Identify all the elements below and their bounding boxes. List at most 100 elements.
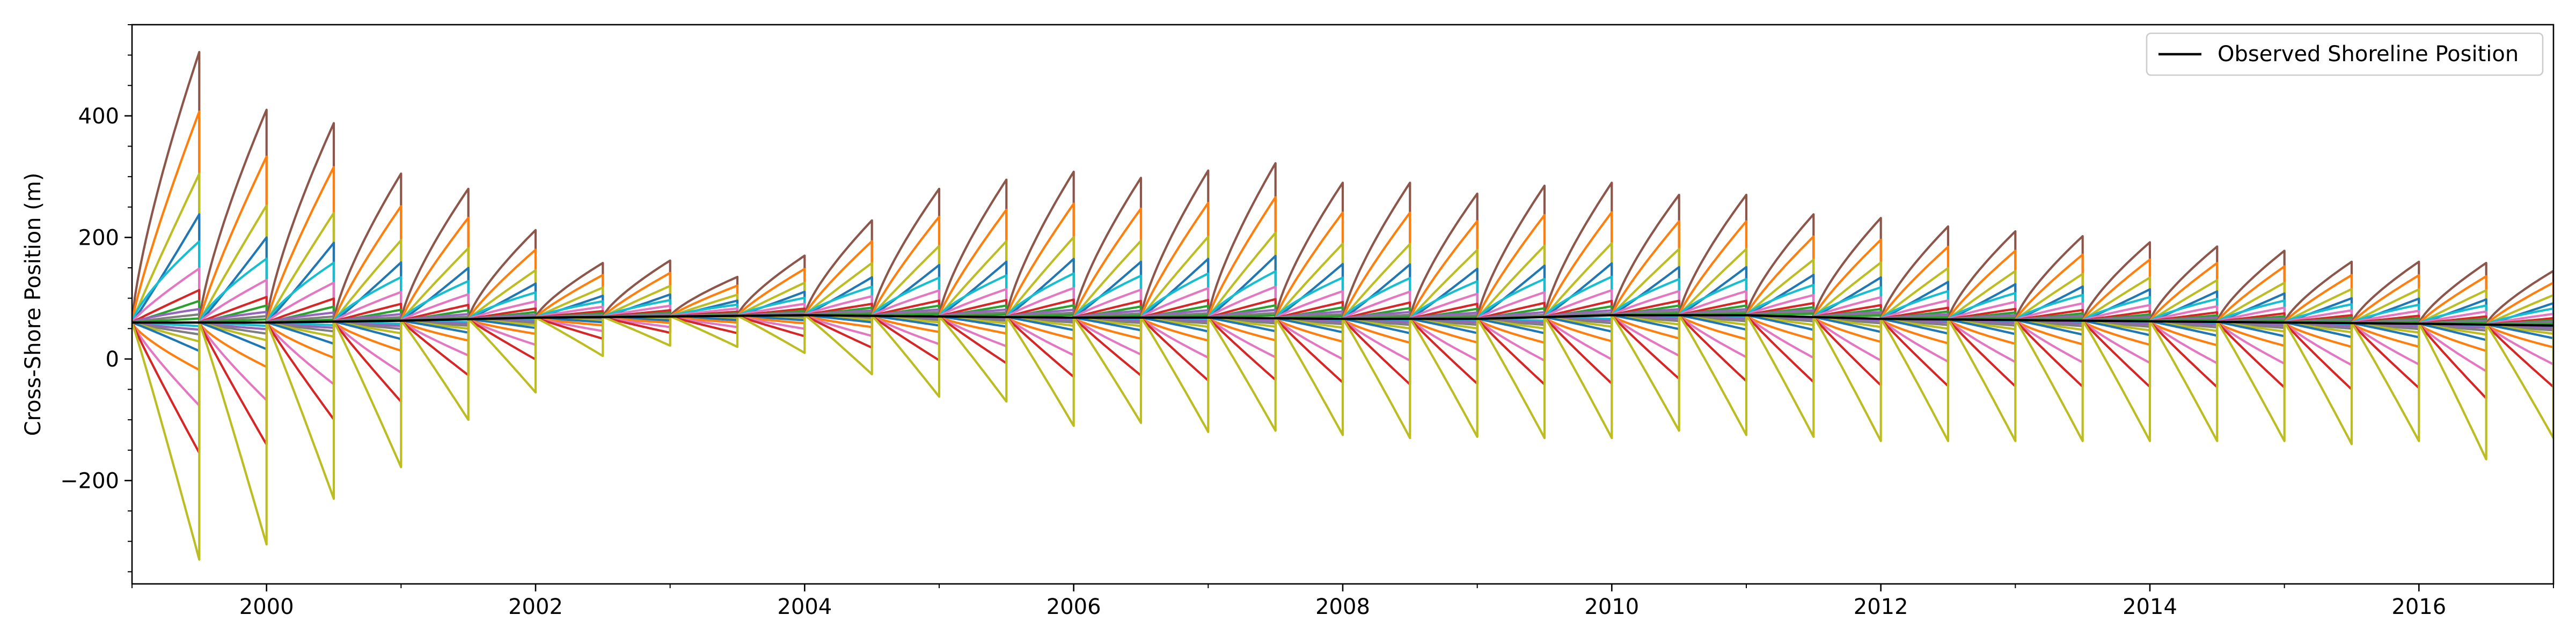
ensemble-line (870, 215, 941, 317)
ensemble-line (198, 236, 268, 324)
ensemble-line (1476, 317, 1546, 344)
ensemble-line (1342, 318, 1411, 344)
ensemble-line (333, 261, 402, 323)
ensemble-line (1275, 317, 1344, 343)
y-tick-label: 200 (78, 225, 119, 250)
ensemble-line (938, 315, 1008, 335)
ensemble-segment (400, 187, 470, 421)
ensemble-line (1072, 274, 1143, 319)
ensemble-line (2014, 319, 2084, 442)
ensemble-line (1274, 211, 1344, 319)
ensemble-line (1611, 290, 1680, 317)
ensemble-line (1005, 272, 1075, 318)
ensemble-line (333, 320, 402, 340)
ensemble-segment (2216, 250, 2286, 442)
ensemble-line (1005, 316, 1075, 378)
ensemble-line (2082, 296, 2151, 322)
ensemble-segment (1207, 162, 1277, 432)
ensemble-line (1880, 299, 1950, 320)
ensemble-line (1140, 202, 1210, 318)
x-tick-label: 2004 (777, 595, 832, 619)
ensemble-segment (1947, 230, 2017, 442)
ensemble-line (938, 274, 1008, 317)
ensemble-segment (938, 178, 1008, 403)
ensemble-line (1880, 318, 1950, 345)
ensemble-segment (1274, 181, 1344, 436)
ensemble-line (132, 213, 201, 324)
ensemble-line (1476, 244, 1546, 320)
ensemble-line (1880, 318, 1950, 387)
ensemble-line (871, 276, 941, 317)
ensemble-line (1543, 181, 1613, 318)
ensemble-line (132, 308, 201, 324)
ensemble-line (1005, 171, 1075, 318)
ensemble-line (2485, 324, 2553, 440)
ensemble-segment (870, 187, 941, 398)
ensemble-line (1678, 290, 1748, 317)
ensemble-line (1476, 264, 1546, 320)
ensemble-line (602, 304, 671, 318)
x-tick-label: 2014 (2123, 595, 2177, 619)
ensemble-line (198, 258, 268, 323)
ensemble-line (1005, 202, 1075, 318)
ensemble-line (1476, 214, 1546, 319)
ensemble-line (2485, 324, 2553, 389)
ensemble-line (1275, 317, 1344, 384)
ensemble-line (803, 286, 873, 316)
ensemble-line (265, 211, 335, 323)
ensemble-line (2418, 323, 2487, 372)
ensemble-line (669, 303, 739, 318)
ensemble-line (1140, 236, 1210, 319)
ensemble-line (2082, 276, 2151, 322)
x-tick-label: 2006 (1046, 595, 1101, 619)
ensemble-line (1947, 318, 2017, 387)
ensemble-line (2149, 320, 2219, 364)
ensemble-line (2149, 320, 2219, 389)
ensemble-line (1948, 283, 2017, 321)
ensemble-line (2149, 305, 2219, 323)
ensemble-line (1006, 287, 1075, 318)
ensemble-line (199, 321, 268, 350)
ensemble-line (1880, 290, 1950, 320)
ensemble-line (736, 281, 806, 317)
ensemble-line (1275, 290, 1344, 319)
ensemble-line (1275, 262, 1344, 319)
ensemble-line (1342, 318, 1411, 362)
y-tick-label: 0 (106, 347, 119, 372)
ensemble-line (333, 276, 402, 323)
ensemble-line (1342, 301, 1411, 320)
ensemble-line (2216, 306, 2286, 323)
ensemble-line (804, 314, 873, 349)
ensemble-line (265, 122, 335, 323)
y-tick-label: −200 (60, 469, 119, 493)
ensemble-line (1947, 318, 2017, 363)
ensemble-segment (1072, 177, 1143, 424)
ensemble-line (1947, 269, 2017, 320)
ensemble-line (1073, 316, 1143, 332)
ensemble-line (1543, 315, 1613, 385)
ensemble-line (1543, 275, 1613, 318)
ensemble-line (333, 320, 402, 374)
ensemble-line (1611, 194, 1680, 316)
ensemble-line (2486, 323, 2553, 340)
ensemble-segment (1812, 217, 1882, 442)
ensemble-line (400, 293, 470, 322)
ensemble-line (467, 317, 537, 361)
ensemble-line (1006, 258, 1075, 318)
ensemble-line (1746, 274, 1815, 317)
ensemble-line (2149, 245, 2219, 322)
ensemble-line (1879, 318, 1950, 442)
ensemble-line (1678, 314, 1748, 436)
ensemble-line (2014, 235, 2084, 321)
ensemble-line (871, 289, 941, 317)
ensemble-line (669, 284, 739, 318)
ensemble-line (1409, 318, 1479, 385)
ensemble-line (938, 178, 1008, 317)
ensemble-line (266, 311, 335, 324)
ensemble-line (2351, 322, 2420, 339)
ensemble-line (1409, 248, 1479, 320)
ensemble-line (2351, 322, 2420, 390)
ensemble-line (938, 316, 1008, 364)
ensemble-line (1207, 317, 1277, 358)
ensemble-line (1879, 225, 1950, 320)
